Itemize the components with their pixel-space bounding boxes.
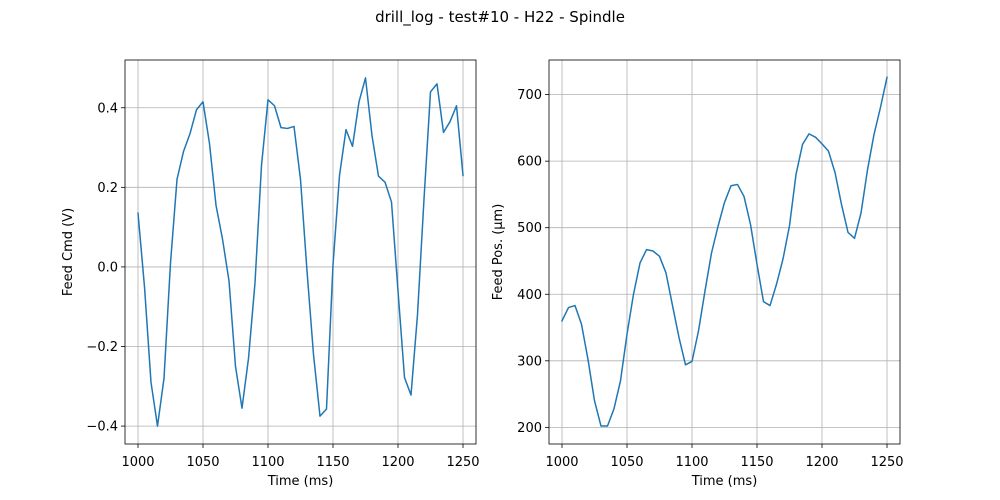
feed-pos-line (560, 76, 888, 427)
feed-pos-xtick-label: 1250 (870, 455, 903, 470)
feed-cmd-xtick-label: 1050 (186, 455, 219, 470)
feed-pos-ytick-label: 500 (517, 221, 542, 236)
feed-cmd-xlabel: Time (ms) (267, 474, 334, 489)
plot-feed-cmd: 1000 1050 1100 1150 1200 1250 −0.4 −0.2 0.0 0.2 0.… (61, 59, 480, 489)
feed-cmd-xtick-label: 1250 (446, 455, 479, 470)
feed-pos-xlabel: Time (ms) (691, 474, 758, 489)
feed-pos-ytick-label: 600 (517, 155, 542, 170)
feed-cmd-xtick-label: 1200 (381, 455, 414, 470)
feed-pos-ytick-label: 700 (517, 88, 542, 103)
feed-cmd-line (137, 77, 464, 427)
feed-pos-axes-frame (548, 59, 901, 445)
feed-pos-xtick-label: 1000 (545, 455, 578, 470)
feed-cmd-ytick-label: −0.4 (86, 420, 118, 435)
feed-cmd-gridlines (125, 60, 476, 444)
feed-cmd-ytick-label: −0.2 (86, 340, 118, 355)
feed-pos-ytick-label: 400 (517, 288, 542, 303)
feed-pos-ytick-label: 300 (517, 354, 542, 369)
feed-pos-ytick-label: 200 (517, 421, 542, 436)
feed-pos-ticks: 1000 1050 1100 1150 1200 1250 200 300 400 500 600 7… (517, 88, 903, 470)
feed-cmd-ytick-label: 0.2 (97, 181, 118, 196)
feed-cmd-axes-frame (124, 59, 477, 445)
feed-cmd-ylabel: Feed Cmd (V) (61, 208, 76, 296)
feed-cmd-xtick-label: 1100 (251, 455, 284, 470)
feed-cmd-xtick-label: 1000 (121, 455, 154, 470)
feed-cmd-ytick-label: 0.0 (97, 260, 118, 275)
feed-pos-xtick-label: 1150 (740, 455, 773, 470)
feed-pos-gridlines (549, 60, 900, 444)
feed-pos-xtick-label: 1050 (610, 455, 643, 470)
feed-pos-xtick-label: 1200 (805, 455, 838, 470)
feed-cmd-ticks: 1000 1050 1100 1150 1200 1250 −0.4 −0.2 0.0 0.2 0.… (86, 101, 479, 470)
feed-cmd-xtick-label: 1150 (316, 455, 349, 470)
plot-feed-pos: 1000 1050 1100 1150 1200 1250 200 300 400 500 600 7… (491, 59, 904, 489)
feed-pos-xtick-label: 1100 (675, 455, 708, 470)
feed-pos-ylabel: Feed Pos. (µm) (491, 204, 506, 301)
feed-cmd-ytick-label: 0.4 (97, 101, 118, 116)
figure-title: drill_log - test#10 - H22 - Spindle (375, 8, 625, 27)
